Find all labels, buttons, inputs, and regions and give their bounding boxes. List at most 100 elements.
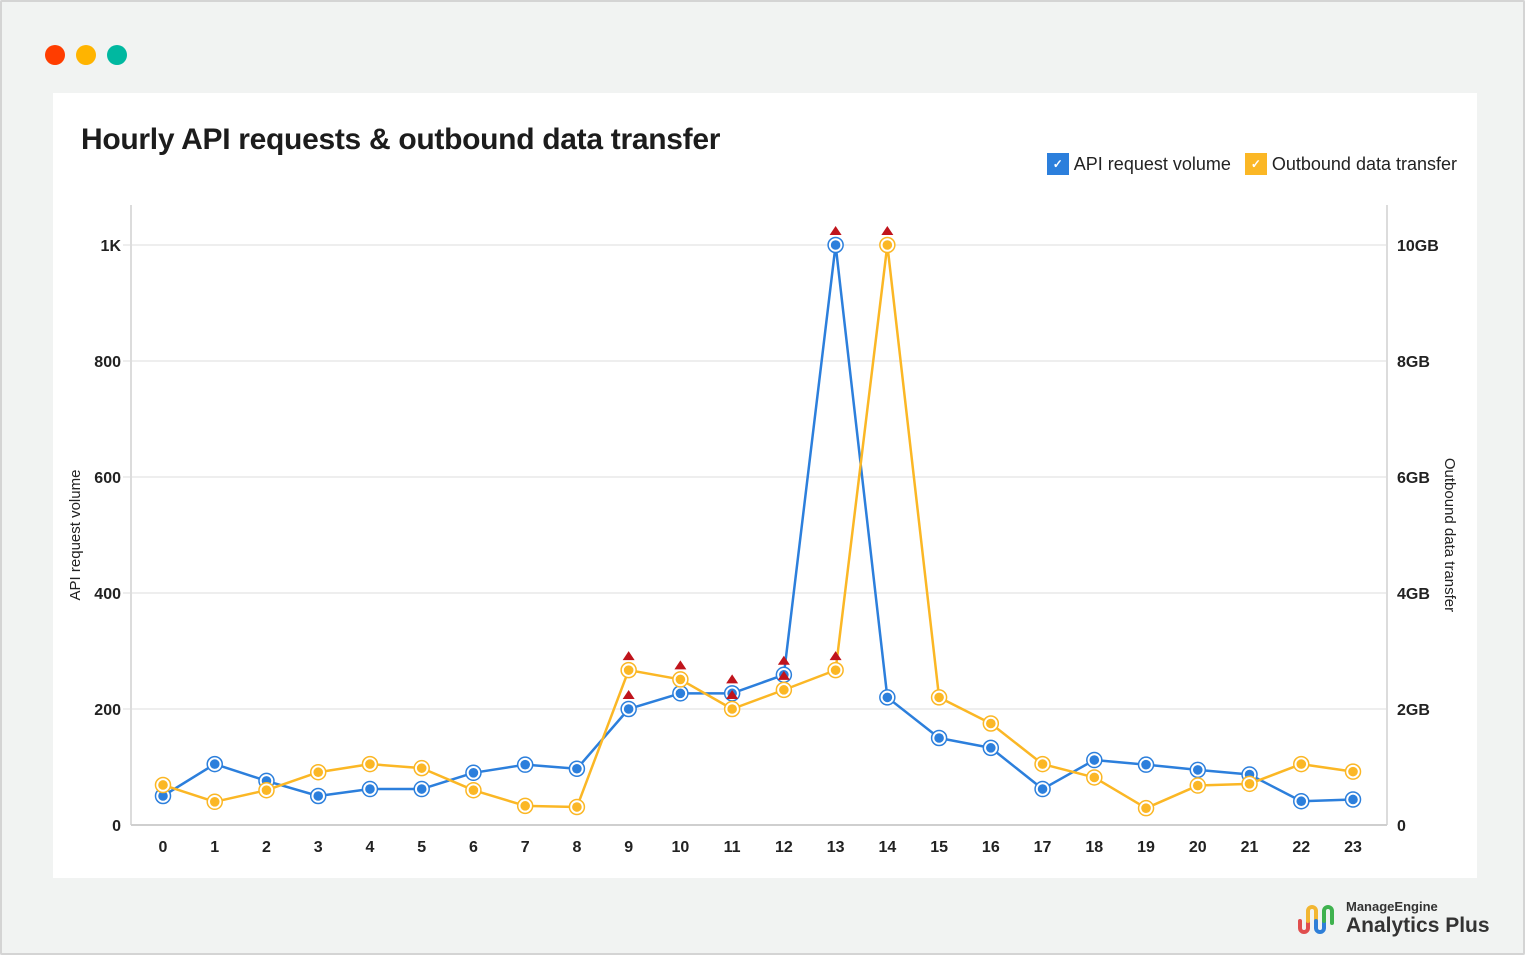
x-tick-label: 14 [878,839,896,856]
checkbox-icon[interactable]: ✓ [1046,153,1069,175]
data-point-core [158,780,168,790]
x-tick-label: 21 [1241,839,1259,856]
x-tick-label: 10 [671,839,689,856]
data-point-core [261,785,272,795]
legend-label: API request volume [1073,153,1231,174]
series-line-1 [162,243,1354,810]
x-tick-label: 9 [624,839,633,856]
data-point-core [675,688,686,699]
x-tick-label: 3 [314,839,323,856]
x-tick-label: 8 [572,839,581,856]
data-point-core [882,240,893,250]
anomaly-marker-icon [726,690,739,699]
x-tick-label: 17 [1034,839,1052,856]
legend-item-outbound-transfer[interactable]: ✓ Outbound data transfer [1244,153,1457,175]
anomaly-marker-icon [622,690,635,699]
data-point-core [1296,796,1307,807]
data-point-core [1089,772,1100,783]
y-tick-label-left: 600 [94,470,121,487]
data-point-core [416,763,427,773]
chart-title: Hourly API requests & outbound data tran… [81,123,721,156]
legend: ✓ API request volume ✓ Outbound data tra… [1046,153,1457,175]
x-tick-label: 23 [1344,839,1362,856]
data-point-core [468,768,479,778]
anomaly-marker-icon [829,226,842,235]
data-point-core [209,759,220,769]
minimize-dot[interactable] [76,45,96,65]
x-tick-label: 0 [159,839,168,856]
brand-company: ManageEngine [1346,899,1438,914]
data-point-core [520,759,530,770]
y-tick-label-left: 0 [112,818,121,835]
anomaly-marker-icon [829,651,842,661]
x-tick-label: 5 [417,839,426,856]
data-point-core [365,759,375,769]
anomaly-marker-icon [674,660,687,670]
x-tick-label: 13 [827,839,845,856]
anomaly-marker-icon [777,670,790,680]
window-controls [45,45,127,65]
anomaly-marker-icon [622,651,635,661]
data-point-core [986,743,996,753]
series-line-0 [162,243,1354,803]
x-tick-label: 18 [1085,839,1103,856]
x-tick-label: 11 [724,839,741,856]
data-point-core [623,665,634,675]
y-tick-label-right: 10GB [1397,238,1439,255]
x-tick-label: 16 [982,839,1000,856]
x-tick-label: 7 [521,839,530,856]
x-tick-label: 6 [469,839,478,856]
data-point-core [158,791,168,801]
checkbox-icon[interactable]: ✓ [1244,153,1267,175]
data-point-core [1348,766,1358,777]
legend-item-api-requests[interactable]: ✓ API request volume [1046,153,1231,175]
data-point-core [1037,759,1048,769]
data-point-core [675,674,686,685]
y-tick-label-right: 6GB [1397,470,1430,487]
data-point-core [1141,759,1151,770]
data-point-core [572,802,582,812]
maximize-dot[interactable] [107,45,127,65]
x-tick-label: 1 [210,839,219,856]
data-point-core [779,685,789,695]
x-tick-label: 19 [1137,839,1155,856]
y-tick-label-right: 8GB [1397,354,1430,371]
close-dot[interactable] [45,45,65,65]
data-point-core [365,784,375,794]
analytics-plus-logo-icon [1298,905,1334,934]
y-tick-label-left: 1K [101,238,122,255]
brand-product: Analytics Plus [1346,914,1490,937]
data-point-core [1244,779,1255,789]
data-point-core [623,704,634,714]
y-tick-label-right: 2GB [1397,702,1430,719]
left-axis-title: API request volume [67,470,84,601]
right-axis-title: Outbound data transfer [1441,458,1458,612]
x-tick-label: 4 [366,839,375,856]
anomaly-marker-icon [726,674,739,684]
data-point-core [572,763,582,774]
y-tick-label-left: 800 [94,354,121,371]
data-point-core [1141,803,1151,813]
data-point-core [934,692,944,703]
data-point-core [313,767,324,778]
x-tick-label: 12 [775,839,793,856]
x-tick-label: 22 [1292,839,1310,856]
data-point-core [520,801,530,811]
data-point-core [1348,794,1358,805]
data-point-core [209,797,220,807]
data-point-core [882,692,893,703]
chart-card: Hourly API requests & outbound data tran… [53,93,1477,878]
data-point-core [1192,780,1203,791]
x-tick-label: 2 [262,839,271,856]
legend-label: Outbound data transfer [1271,153,1457,174]
data-point-core [1037,784,1048,794]
data-point-core [1192,765,1203,775]
data-point-core [934,733,944,743]
data-point-core [1296,759,1307,769]
data-point-core [313,791,324,801]
data-point-core [830,240,841,250]
anomaly-marker-icon [881,226,894,235]
y-tick-label-right: 0 [1397,818,1406,835]
